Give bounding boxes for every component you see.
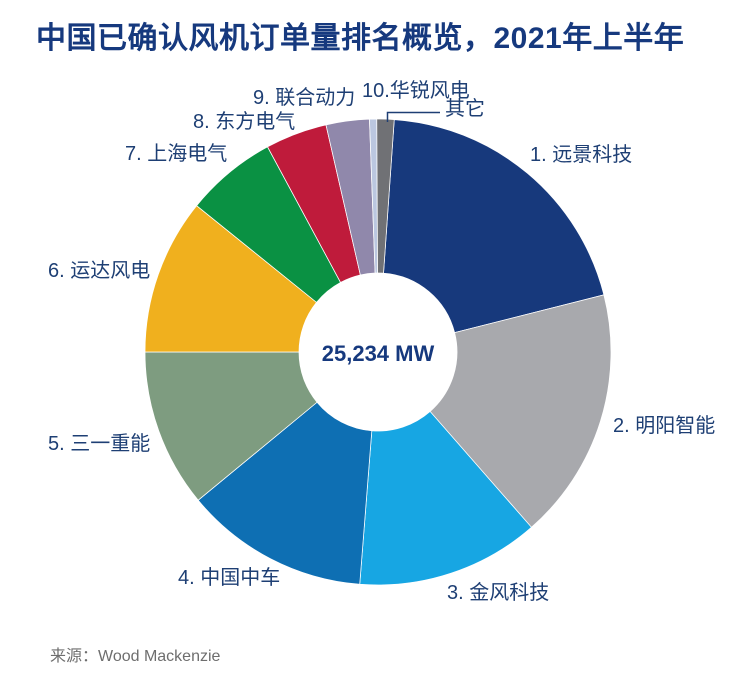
slice-label-windey: 6. 运达风电 [48,260,151,282]
pie-slice-mingyang [429,294,612,528]
slice-label-mingyang: 2. 明阳智能 [613,415,716,437]
pie-slice-goldwind [359,410,532,586]
slice-label-others: 其它 [445,98,485,120]
slice-label-goldwind: 3. 金风科技 [447,582,550,604]
slice-label-dongfang-electric: 8. 东方电气 [193,111,296,133]
pie-slice-windey [144,205,318,353]
slice-label-crrc: 4. 中国中车 [178,567,281,589]
slice-label-sinovel: 10.华锐风电 [362,80,470,102]
pie-slice-sany [144,351,318,501]
slice-label-sany: 5. 三一重能 [48,433,151,455]
pie-slice-envision [383,119,605,334]
page-title: 中国已确认风机订单量排名概览，2021年上半年 [36,22,685,55]
source-note: 来源：Wood Mackenzie [50,648,221,665]
pie-slice-others [376,118,395,274]
slice-label-shanghai-electric: 7. 上海电气 [125,143,228,165]
others-leader-line [386,111,440,122]
chart-total-label: 25,234 MW [321,341,435,366]
slice-label-united-power: 9. 联合动力 [253,87,356,109]
slice-label-envision: 1. 远景科技 [530,144,633,166]
pie-slice-crrc [197,401,373,585]
